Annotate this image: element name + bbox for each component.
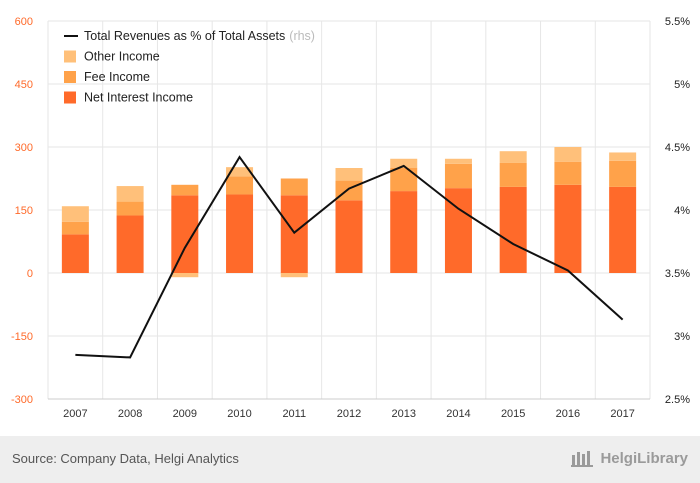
bar-fee-income-2008 xyxy=(116,201,144,216)
x-tick-label: 2017 xyxy=(610,408,634,420)
source-note: Source: Company Data, Helgi Analytics xyxy=(12,451,239,466)
x-tick-label: 2007 xyxy=(63,408,87,420)
bar-other-income-2017 xyxy=(609,152,637,161)
left-axis: 600 450 300 150 0 -150 -300 xyxy=(11,16,33,406)
left-tick-label: -300 xyxy=(11,394,33,406)
x-tick-label: 2013 xyxy=(391,408,415,420)
right-tick-label: 4.5% xyxy=(665,142,690,154)
bar-net-interest-income-2008 xyxy=(116,215,144,273)
bar-other-income-2010 xyxy=(226,167,254,177)
bar-other-income-2009 xyxy=(171,273,199,278)
legend-label-suffix: (rhs) xyxy=(289,29,315,43)
bar-fee-income-2013 xyxy=(390,168,418,192)
bar-other-income-2014 xyxy=(444,158,472,164)
left-tick-label: 600 xyxy=(15,16,33,28)
bar-fee-income-2014 xyxy=(444,163,472,189)
bar-other-income-2013 xyxy=(390,158,418,168)
library-icon xyxy=(571,451,594,467)
bar-net-interest-income-2011 xyxy=(280,195,308,273)
x-tick-label: 2015 xyxy=(501,408,525,420)
legend-label-text: Fee Income xyxy=(84,70,150,84)
bar-other-income-2008 xyxy=(116,186,144,202)
left-tick-label: 450 xyxy=(15,79,33,91)
left-tick-label: 300 xyxy=(15,142,33,154)
right-tick-label: 5.5% xyxy=(665,16,690,28)
bar-other-income-2015 xyxy=(499,151,527,163)
brand-name: HelgiLibrary xyxy=(600,449,688,467)
x-tick-label: 2008 xyxy=(118,408,142,420)
legend-swatch xyxy=(64,50,76,63)
bar-fee-income-2011 xyxy=(280,178,308,196)
bar-net-interest-income-2012 xyxy=(335,200,363,273)
legend-label: Net Interest Income xyxy=(84,91,193,105)
left-tick-label: 0 xyxy=(27,268,33,280)
x-tick-label: 2016 xyxy=(556,408,580,420)
bar-fee-income-2017 xyxy=(609,160,637,187)
x-tick-label: 2012 xyxy=(337,408,361,420)
x-tick-label: 2011 xyxy=(282,408,306,420)
x-tick-label: 2010 xyxy=(227,408,251,420)
right-tick-label: 3% xyxy=(674,331,690,343)
legend-swatch xyxy=(64,71,76,83)
legend: Total Revenues as % of Total Assets (rhs)… xyxy=(64,29,315,105)
bar-net-interest-income-2013 xyxy=(390,191,418,273)
chart-svg: 600 450 300 150 0 -150 -300 5.5% 5% 4.5% 4% 3.5% 3%… xyxy=(11,16,690,420)
bar-fee-income-2007 xyxy=(61,221,89,235)
bar-net-interest-income-2016 xyxy=(554,184,582,273)
legend-label: Fee Income xyxy=(84,70,150,84)
legend-label-text: Total Revenues as % of Total Assets xyxy=(84,29,285,43)
bar-net-interest-income-2007 xyxy=(61,234,89,273)
legend-label-text: Net Interest Income xyxy=(84,91,193,105)
bar-fee-income-2009 xyxy=(171,184,199,196)
bar-other-income-2011 xyxy=(280,273,308,278)
line-layer xyxy=(75,155,624,359)
bar-net-interest-income-2009 xyxy=(171,195,199,273)
right-tick-label: 3.5% xyxy=(665,268,690,280)
legend-label: Other Income xyxy=(84,50,160,64)
bar-other-income-2012 xyxy=(335,168,363,181)
legend-swatch xyxy=(64,91,76,104)
brand-logo: HelgiLibrary xyxy=(571,449,688,467)
right-tick-label: 5% xyxy=(674,79,690,91)
x-tick-label: 2009 xyxy=(173,408,197,420)
bar-other-income-2007 xyxy=(61,206,89,222)
bar-net-interest-income-2015 xyxy=(499,186,527,273)
left-tick-label: 150 xyxy=(15,205,33,217)
x-tick-label: 2014 xyxy=(446,408,470,420)
bars-layer xyxy=(61,147,637,278)
x-axis: 2007 2008 2009 2010 2011 2012 2013 2014 2015 2016… xyxy=(48,398,650,420)
bar-fee-income-2016 xyxy=(554,161,582,185)
bar-other-income-2016 xyxy=(554,147,582,162)
bar-net-interest-income-2017 xyxy=(609,186,637,273)
bar-fee-income-2010 xyxy=(226,176,254,195)
left-tick-label: -150 xyxy=(11,331,33,343)
right-axis: 5.5% 5% 4.5% 4% 3.5% 3% 2.5% xyxy=(665,16,690,406)
right-tick-label: 2.5% xyxy=(665,394,690,406)
bar-net-interest-income-2010 xyxy=(226,194,254,273)
legend-label: Total Revenues as % of Total Assets (rhs) xyxy=(84,29,315,43)
bar-fee-income-2015 xyxy=(499,162,527,187)
legend-label-text: Other Income xyxy=(84,50,160,64)
right-tick-label: 4% xyxy=(674,205,690,217)
